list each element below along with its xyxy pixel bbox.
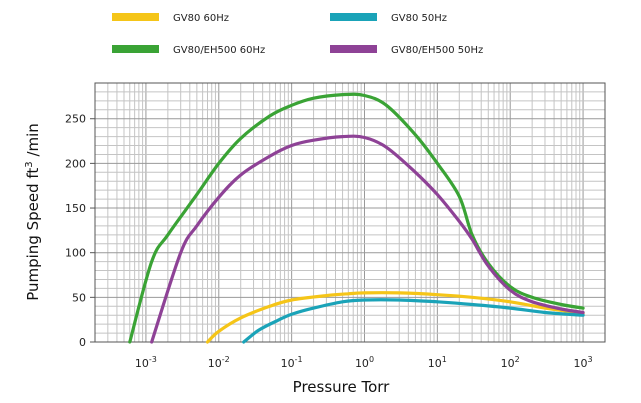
x-axis-title: Pressure Torr [293,378,391,396]
y-axis-title-sup: 3 [24,161,35,167]
x-tick-label-exp: 0 [369,355,374,364]
series-line-4 [150,134,585,344]
legend-label: GV80/EH500 50Hz [391,45,483,56]
x-tick-label: 10-3 [135,355,157,370]
x-tick-label-base: 10 [135,357,149,370]
x-tick-label-base: 10 [501,357,515,370]
x-tick-label-exp: 2 [515,355,520,364]
legend-label: GV80 60Hz [173,13,229,24]
legend-swatch [112,13,159,21]
x-tick-label-base: 10 [574,357,588,370]
plot-frame [94,82,606,343]
y-tick-label: 0 [79,336,86,349]
series-group [128,92,585,344]
legend-swatch [330,13,377,21]
x-tick-label-exp: -3 [149,355,157,364]
legend-swatch [112,45,159,53]
x-tick-label-exp: -2 [222,355,230,364]
x-tick-label-exp: -1 [295,355,303,364]
y-axis-title: Pumping Speed ft3 /min [24,123,42,301]
grid-lines [94,83,606,342]
x-tick-labels: 10-3 10-2 10-1 100 101 102 103 [135,355,593,370]
y-tick-label: 100 [65,247,86,260]
series-line-3 [128,92,585,344]
legend: GV80 60Hz GV80 50Hz GV80/EH500 60Hz GV80/EH… [112,13,483,56]
legend-swatch [330,45,377,53]
x-tick-label-base: 10 [281,357,295,370]
legend-label: GV80/EH500 60Hz [173,45,265,56]
series-line-1 [205,291,585,344]
x-tick-label: 103 [574,355,593,370]
series-line-2 [242,298,585,344]
y-tick-label: 50 [72,291,86,304]
x-tick-label-base: 10 [355,357,369,370]
y-axis-title-main: Pumping Speed ft [24,168,42,301]
y-tick-label: 200 [65,157,86,170]
y-tick-label: 150 [65,202,86,215]
x-tick-label: 10-1 [281,355,303,370]
x-tick-label-base: 10 [428,357,442,370]
x-tick-label: 102 [501,355,520,370]
x-tick-label-exp: 1 [442,355,447,364]
y-axis-title-end: /min [24,123,42,161]
legend-label: GV80 50Hz [391,13,447,24]
x-tick-label: 10-2 [208,355,230,370]
x-tick-label-exp: 3 [588,355,593,364]
x-tick-label: 100 [355,355,374,370]
x-tick-label-base: 10 [208,357,222,370]
x-tick-label: 101 [428,355,447,370]
y-tick-labels: 0 50 100 150 200 250 [65,113,95,349]
y-tick-label: 250 [65,113,86,126]
